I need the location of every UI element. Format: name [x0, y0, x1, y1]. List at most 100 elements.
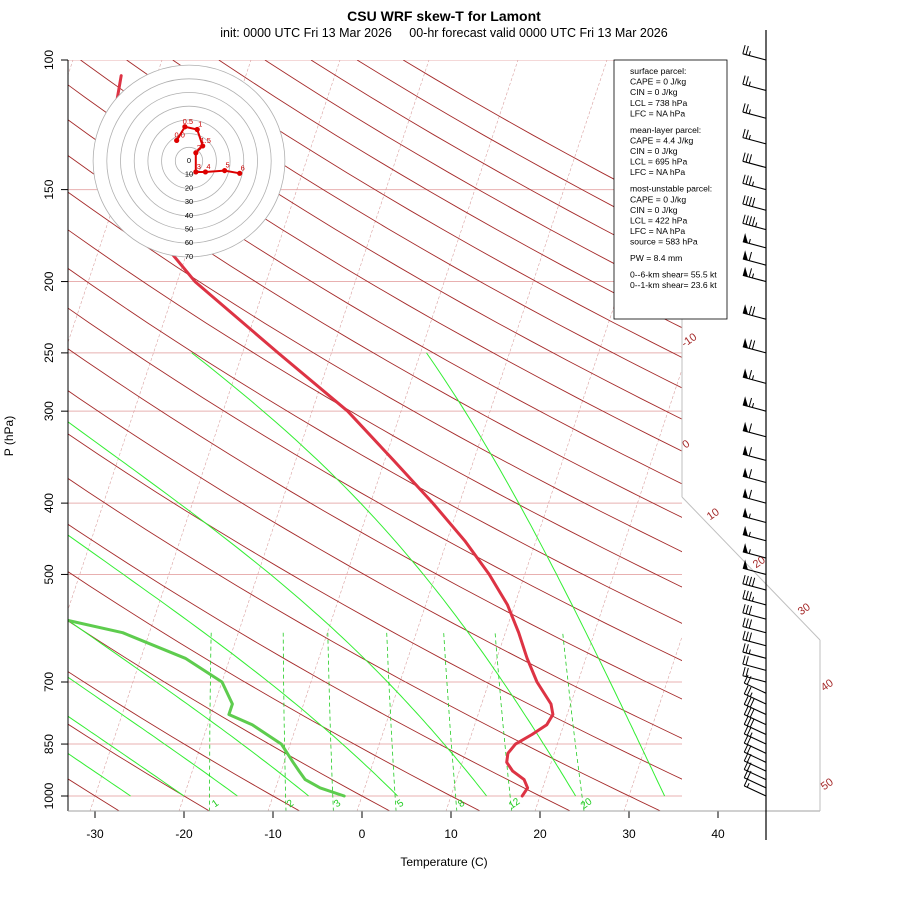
y-tick-label: 1000: [42, 782, 56, 809]
wind-barb: [742, 195, 767, 211]
wind-barb-pennant: [742, 233, 748, 243]
wind-barb-half-flag: [748, 134, 751, 140]
y-tick-label: 150: [42, 179, 56, 199]
wind-barb: [742, 543, 767, 559]
dry-adiabat-line: [68, 620, 391, 811]
info-section-heading: most-unstable parcel:: [630, 184, 712, 194]
info-line: LFC = NA hPa: [630, 108, 685, 118]
wind-barb-flag: [748, 176, 753, 186]
wind-barb-pennant: [742, 304, 748, 315]
wind-barb-shaft: [744, 777, 767, 789]
wind-barb-flag: [742, 75, 746, 85]
wind-barb-flag: [748, 397, 753, 407]
wind-barb: [743, 685, 767, 705]
right-border-slant: [681, 496, 821, 641]
wind-barb-shaft: [742, 346, 767, 354]
hodograph-point-label: 0.0: [174, 130, 184, 139]
isotherm-label: 10: [705, 506, 722, 523]
hodograph-ring: [174, 146, 204, 176]
wind-barb-flag: [742, 643, 746, 653]
wind-barb-flag: [745, 175, 749, 185]
dry-adiabat-line: [68, 229, 682, 588]
moist-adiabat-line: [426, 352, 666, 797]
wind-barb-shaft: [742, 241, 767, 249]
wind-barb-shaft: [742, 404, 767, 412]
wind-barb-flag: [742, 617, 746, 627]
hodograph-ring-label: 70: [185, 252, 193, 261]
hodograph-inset: 0 10 20 30 40 50 60 70 6 5 43 21.5 1 0.5 0.0: [92, 64, 286, 261]
wind-barb: [742, 174, 767, 191]
wind-barb: [742, 604, 767, 620]
info-line: LFC = NA hPa: [630, 226, 685, 236]
info-line: CAPE = 4.4 J/kg: [630, 135, 694, 145]
mixing-ratio-label: 3: [332, 798, 343, 810]
y-axis-label: P (hPa): [2, 416, 16, 456]
wind-barb-flag: [748, 469, 753, 479]
wind-barb-flag: [743, 674, 749, 684]
wind-barb-pennant: [742, 559, 748, 570]
wind-barb-flag: [743, 734, 749, 744]
mixing-ratio-label: 8: [456, 798, 467, 810]
x-tick-label: -20: [175, 827, 193, 841]
mixing-ratio-label: 1: [210, 798, 221, 810]
wind-barb-flag: [743, 715, 749, 725]
wind-barb-half-flag: [749, 732, 753, 737]
wind-barb-flag: [742, 666, 746, 676]
moist-adiabat-line: [68, 715, 185, 797]
wind-barb-half-flag: [749, 692, 753, 697]
info-line: CAPE = 0 J/kg: [630, 77, 686, 87]
info-line: LFC = NA hPa: [630, 167, 685, 177]
dry-adiabat-line: [68, 671, 301, 811]
wind-barb: [742, 103, 767, 119]
hodograph-point-label: 4: [206, 162, 210, 171]
wind-barb-flag: [751, 340, 756, 350]
wind-barb: [742, 128, 767, 145]
x-axis-label: Temperature (C): [400, 855, 487, 869]
wind-barb-half-flag: [748, 109, 751, 114]
x-tick-label: 10: [444, 827, 458, 841]
wind-barb-shaft: [744, 733, 767, 745]
wind-barb-shaft: [742, 515, 767, 524]
hodograph-point: [174, 137, 180, 144]
wind-barb-shaft: [742, 222, 767, 231]
wind-barb-flag: [745, 196, 749, 206]
wind-barb-flag: [751, 577, 756, 587]
dry-adiabat-line: [68, 307, 682, 662]
hodograph-ring-label: 20: [185, 183, 193, 192]
isotherm-line: [713, 60, 900, 812]
wind-barbs: [742, 44, 767, 797]
wind-barb: [743, 725, 767, 745]
wind-barb-shaft: [742, 625, 767, 634]
mixing-ratio-line: [443, 632, 458, 811]
dry-adiabat-line: [310, 60, 682, 271]
wind-barb-pennant: [742, 543, 748, 554]
wind-barb-half-flag: [748, 549, 751, 554]
info-line: LCL = 695 hPa: [630, 157, 687, 167]
wind-barb-flag: [746, 745, 752, 754]
precipitable-water-line: PW = 8.4 mm: [630, 253, 682, 263]
hodograph-ring: [92, 64, 286, 258]
wind-barb-shaft: [744, 723, 767, 736]
wind-barb-shaft: [742, 612, 767, 620]
wind-barb-flag: [748, 154, 753, 164]
wind-barb: [742, 152, 767, 169]
wind-barb-flag: [742, 128, 746, 138]
wind-barb-flag: [748, 251, 753, 261]
y-tick-label: 300: [42, 401, 56, 421]
wind-barb: [742, 396, 767, 412]
wind-barb-shaft: [744, 714, 767, 726]
info-line: CIN = 0 J/kg: [630, 87, 678, 97]
wind-barb-shaft: [744, 760, 767, 772]
wind-barb-flag: [748, 605, 753, 615]
wind-barb-shaft: [742, 583, 767, 591]
wind-barb: [742, 44, 767, 61]
wind-barb-flag: [745, 631, 749, 641]
moist-adiabat-line: [68, 619, 309, 797]
info-line: CIN = 0 J/kg: [630, 146, 678, 156]
wind-barb-flag: [746, 726, 752, 736]
hodograph-point-label: 0.5: [183, 117, 193, 126]
wind-barb-flag: [746, 717, 752, 726]
hodograph-background: [93, 65, 285, 257]
hodograph-point-label: 5: [226, 161, 230, 170]
